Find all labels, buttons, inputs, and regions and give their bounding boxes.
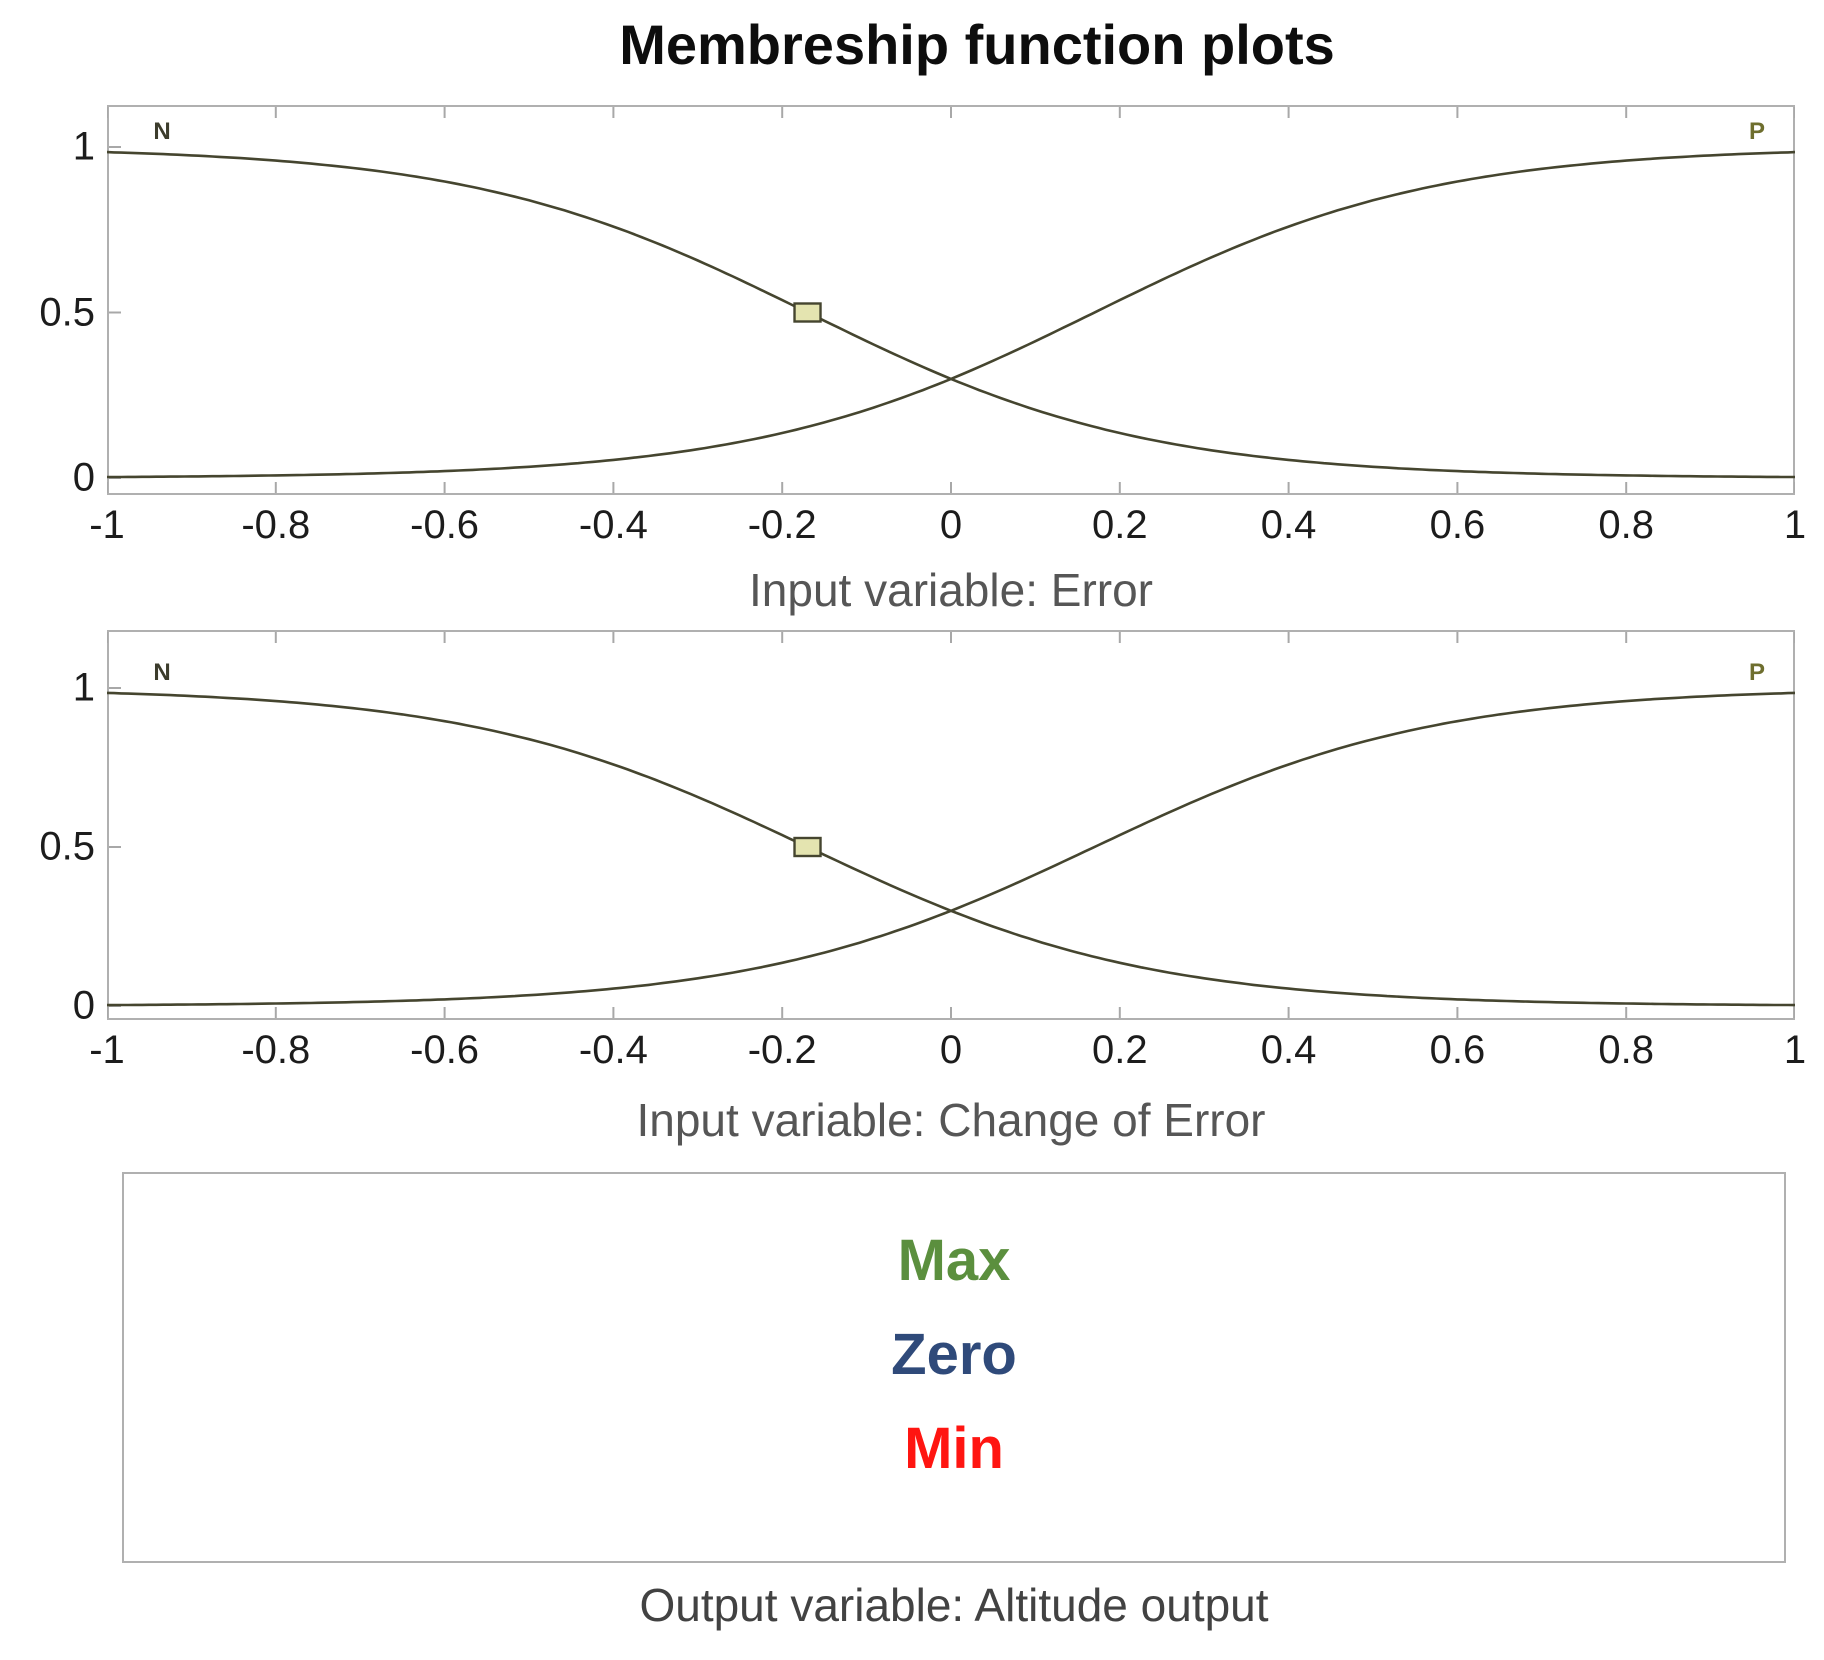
plot-frame: [107, 105, 1795, 495]
x-tick-label: 0.8: [1598, 1028, 1654, 1072]
x-tick-label: 1: [1783, 503, 1807, 547]
plot-frame: [107, 630, 1795, 1020]
x-tick-label: 0.4: [1260, 1028, 1317, 1072]
mf-curve-N: [107, 691, 1795, 1007]
x-tick-label: -0.2: [747, 503, 817, 547]
x-tick-label: 0.4: [1260, 503, 1317, 547]
y-tick-label: 0.5: [39, 290, 95, 334]
mf-curve-P: [107, 691, 1795, 1007]
x-tick-label: 0.2: [1091, 503, 1148, 547]
x-tick-label: -0.8: [241, 503, 311, 547]
mf-curve-P: [107, 150, 1795, 479]
x-tick-label: -1: [89, 503, 125, 547]
x-tick-label: -0.6: [410, 503, 480, 547]
x-tick-label: -0.4: [578, 503, 648, 547]
x-tick-label: 0.6: [1429, 1028, 1486, 1072]
mf-name-label-N: N: [153, 659, 170, 686]
x-tick-label: 0.6: [1429, 503, 1486, 547]
mf-name-label-N: N: [153, 118, 170, 145]
y-tick-label: 1: [72, 665, 95, 710]
output-mf-min: Min: [904, 1416, 1004, 1481]
x-tick-label: -0.2: [747, 1028, 817, 1072]
x-tick-label: 0.8: [1598, 503, 1654, 547]
y-tick-label: 0.5: [39, 824, 95, 869]
x-tick-label: -1: [89, 1028, 125, 1072]
selected-mf-marker: [793, 836, 822, 858]
mf-curve-N: [107, 150, 1795, 479]
selected-mf-marker: [793, 302, 822, 323]
y-tick-label: 1: [72, 124, 95, 169]
error-x-axis-ticks: -1 -0.8 -0.6 -0.4 -0.2 0 0.2 0.4 0.6 0.8 1: [89, 503, 1806, 553]
x-tick-label: 1: [1783, 1028, 1807, 1072]
output-variable-box: Max Zero Min: [122, 1172, 1786, 1563]
figure-title: Membreship function plots: [619, 13, 1335, 76]
y-tick-label: 0: [72, 983, 95, 1028]
y-tick-label: 0: [72, 455, 95, 500]
output-mf-max: Max: [897, 1228, 1011, 1293]
x-tick-label: -0.4: [578, 1028, 648, 1072]
mf-name-label-P: P: [1749, 118, 1765, 145]
error-axis-label: Input variable: Error: [749, 564, 1153, 616]
change-of-error-y-axis-ticks: 1 0.5 0: [5, 630, 95, 1028]
output-mf-list: Max Zero Min: [124, 1174, 1784, 1496]
x-tick-label: -0.8: [241, 1028, 311, 1072]
output-axis-label: Output variable: Altitude output: [639, 1579, 1269, 1631]
change-of-error-axis-label: Input variable: Change of Error: [636, 1094, 1266, 1146]
error-y-axis-ticks: 1 0.5 0: [5, 105, 95, 500]
x-tick-label: 0: [939, 503, 963, 547]
output-mf-zero: Zero: [891, 1322, 1017, 1387]
change-of-error-x-axis-ticks: -1 -0.8 -0.6 -0.4 -0.2 0 0.2 0.4 0.6 0.8 1: [89, 1028, 1806, 1078]
x-tick-label: 0: [939, 1028, 963, 1072]
x-tick-label: 0.2: [1091, 1028, 1148, 1072]
x-tick-label: -0.6: [410, 1028, 480, 1072]
mf-name-label-P: P: [1749, 659, 1765, 686]
